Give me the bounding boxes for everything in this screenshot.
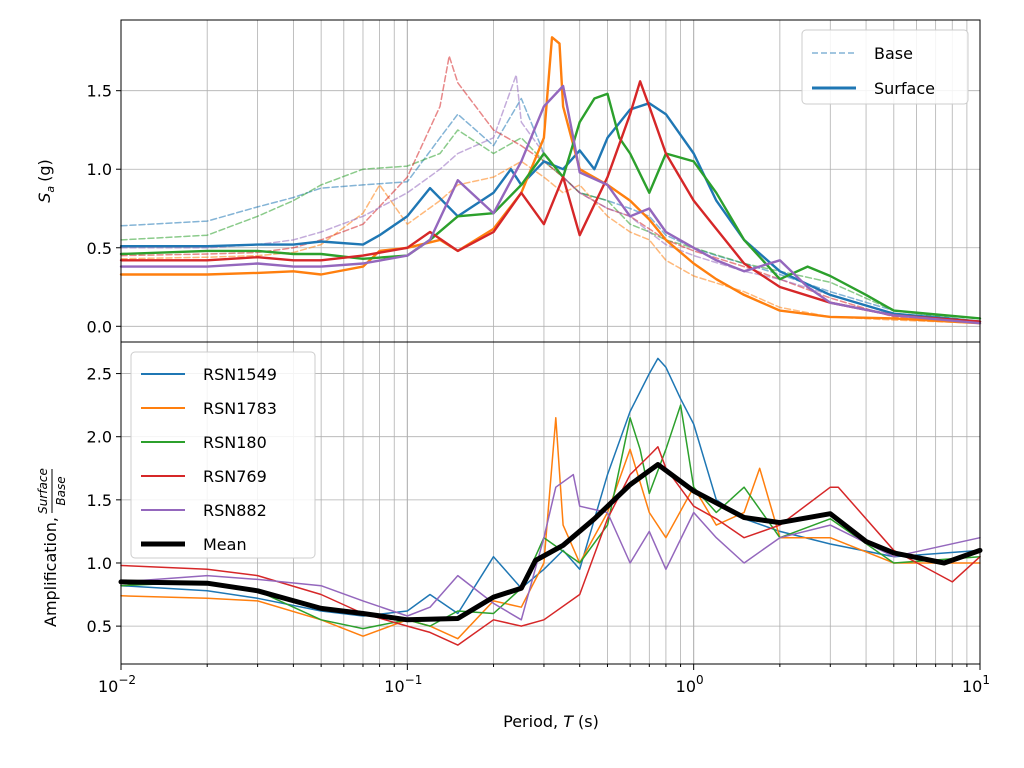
bottom-panel: 0.5 1.0 1.5 2.0 2.5 10−2 10−1 100 101 Amplifica…: [36, 341, 990, 731]
x-tick-label: 101: [962, 673, 990, 696]
legend-surface-label: Surface: [874, 79, 935, 98]
legend-base-label: Base: [874, 44, 913, 63]
legend-label-rsn180: RSN180: [203, 433, 267, 452]
legend-label-mean: Mean: [203, 535, 247, 554]
x-tick-label: 10−1: [384, 673, 422, 696]
mean-amplification-line: [118, 462, 983, 623]
top-legend-box: [801, 29, 969, 105]
bottom-y-tick-label: 2.5: [87, 365, 112, 384]
top-y-tick-label: 1.5: [87, 82, 112, 101]
top-y-tick-label: 1.0: [87, 160, 112, 179]
legend-label-rsn1549: RSN1549: [203, 365, 277, 384]
top-grid: [121, 20, 980, 342]
xlabel-unit: (s): [573, 712, 599, 731]
base-line-rsn1783: [120, 160, 981, 324]
bottom-y-tick-label: 0.5: [87, 617, 112, 636]
top-ylabel-unit: (g): [35, 159, 54, 182]
bottom-ylabel-prefix: Amplification,: [41, 517, 60, 627]
legend-label-rsn882: RSN882: [203, 501, 267, 520]
top-ylabel-sub: a: [44, 186, 57, 193]
xlabel-prefix: Period,: [503, 712, 563, 731]
top-y-tick-label: 0.5: [87, 239, 112, 258]
surface-line-rsn1783: [119, 36, 982, 325]
xlabel-var: T: [563, 712, 574, 731]
bottom-y-tick-label: 1.0: [87, 554, 112, 573]
surface-line-rsn882: [119, 84, 982, 325]
legend-label-rsn1783: RSN1783: [203, 399, 277, 418]
amplification-line-rsn882: [120, 473, 981, 621]
amplification-line-rsn1783: [120, 417, 981, 640]
legend-label-rsn769: RSN769: [203, 467, 267, 486]
bottom-x-ticks: 10−2 10−1 100 101: [98, 664, 990, 696]
x-tick-label: 10−2: [98, 673, 136, 696]
bottom-series: [118, 357, 983, 646]
bottom-y-tick-label: 2.0: [87, 428, 112, 447]
top-ylabel-main: S: [35, 193, 54, 203]
top-y-axis-label: Sa (g): [35, 159, 57, 203]
top-y-ticks: 0.0 0.5 1.0 1.5: [87, 82, 121, 336]
bottom-y-ticks: 0.5 1.0 1.5 2.0 2.5: [87, 365, 121, 636]
amplification-line-rsn180: [120, 404, 981, 630]
base-line-rsn180: [120, 129, 981, 323]
top-y-tick-label: 0.0: [87, 317, 112, 336]
bottom-axes-frame: [120, 341, 981, 665]
bottom-y-axis-label: Amplification, Surface Base: [36, 468, 68, 627]
surface-line-rsn769: [119, 80, 982, 323]
x-axis-label: Period, T (s): [503, 712, 599, 731]
top-panel: 0.0 0.5 1.0 1.5 Sa (g) Base Surface: [35, 19, 982, 343]
top-series: [119, 36, 982, 325]
bottom-ylabel-denominator: Base: [54, 476, 68, 505]
bottom-ylabel-numerator: Surface: [36, 468, 50, 514]
top-legend: Base Surface: [801, 29, 969, 105]
bottom-legend-box: [130, 351, 316, 559]
bottom-y-tick-label: 1.5: [87, 491, 112, 510]
x-tick-label: 100: [676, 673, 704, 696]
bottom-legend: RSN1549 RSN1783 RSN180 RSN769 RSN882 Mean: [130, 351, 316, 559]
